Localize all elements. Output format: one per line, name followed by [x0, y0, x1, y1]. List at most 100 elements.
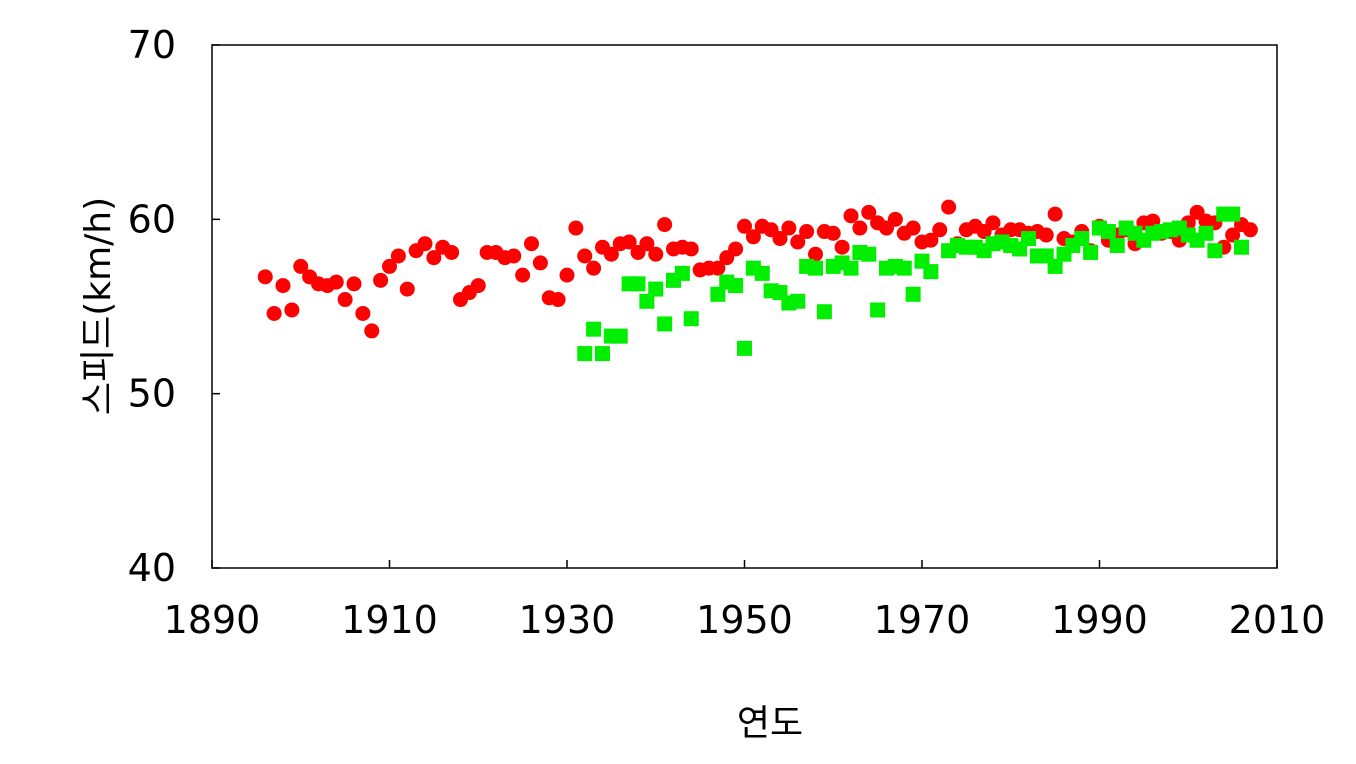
data-point-red	[1225, 227, 1241, 243]
data-point-green	[728, 278, 744, 294]
data-point-green	[1074, 231, 1090, 247]
data-point-red	[825, 225, 841, 241]
data-point-red	[799, 224, 815, 240]
data-point-green	[1207, 243, 1223, 259]
data-point-red	[275, 278, 291, 294]
data-point-red	[382, 258, 397, 274]
data-point-red	[621, 234, 637, 250]
x-axis-ticks: 1890 1910 1930 1950 1970 1990 2010	[164, 560, 1326, 642]
data-point-red	[355, 305, 371, 321]
data-point-red	[603, 246, 619, 262]
data-point-red	[781, 220, 797, 236]
data-point-red	[399, 281, 415, 297]
data-point-red	[364, 323, 380, 339]
data-point-red	[648, 246, 664, 262]
data-point-red	[985, 215, 1001, 231]
data-point-green	[843, 260, 859, 276]
data-point-red	[887, 211, 903, 227]
data-point-red	[337, 292, 353, 308]
data-point-green	[816, 304, 832, 320]
series-green-squares	[577, 206, 1249, 362]
data-point-green	[612, 328, 628, 344]
data-point-red	[683, 241, 699, 257]
data-point-green	[808, 260, 823, 276]
data-point-red	[284, 302, 300, 318]
data-point-red	[905, 220, 921, 236]
data-point-green	[657, 316, 673, 332]
data-point-red	[639, 236, 655, 252]
x-tick-label: 2010	[1229, 598, 1326, 642]
y-tick-label: 40	[128, 546, 176, 590]
data-point-red	[524, 236, 539, 252]
data-point-red	[390, 248, 406, 264]
data-point-red	[843, 208, 859, 224]
data-point-red	[923, 232, 939, 248]
data-point-green	[1198, 225, 1214, 241]
data-point-green	[683, 311, 699, 327]
data-point-red	[257, 269, 273, 285]
y-tick-label: 50	[128, 372, 176, 416]
data-point-red	[737, 218, 752, 234]
data-point-green	[896, 260, 912, 276]
data-point-green	[905, 286, 921, 302]
data-point-red	[586, 260, 602, 276]
data-point-green	[710, 286, 726, 302]
data-point-red	[657, 217, 673, 233]
data-point-red	[444, 244, 460, 260]
x-tick-label: 1990	[1051, 598, 1148, 642]
y-tick-label: 70	[128, 23, 176, 67]
x-tick-label: 1970	[874, 598, 971, 642]
data-point-red	[808, 246, 823, 262]
data-point-red	[346, 276, 362, 292]
data-point-green	[790, 293, 806, 309]
data-point-red	[1038, 227, 1054, 243]
data-point-green	[1225, 206, 1241, 222]
data-point-red	[266, 305, 282, 321]
data-point-green	[1021, 231, 1036, 247]
data-point-red	[790, 234, 806, 250]
data-point-red	[559, 267, 575, 283]
plot-area-frame	[211, 44, 1278, 569]
data-point-red	[426, 250, 442, 266]
data-point-red	[1047, 206, 1063, 222]
data-point-green	[737, 340, 752, 356]
data-point-red	[834, 239, 850, 255]
x-tick-label: 1950	[696, 598, 793, 642]
data-point-green	[630, 276, 646, 292]
data-point-green	[1083, 244, 1099, 260]
data-point-red	[745, 229, 761, 245]
x-tick-label: 1930	[519, 598, 616, 642]
data-point-red	[515, 267, 531, 283]
data-point-red	[852, 220, 868, 236]
data-point-green	[870, 302, 886, 318]
data-point-red	[373, 272, 389, 288]
data-point-red	[293, 258, 309, 274]
data-point-green	[1047, 258, 1063, 274]
data-point-red	[1242, 222, 1258, 238]
data-point-green	[754, 265, 770, 281]
y-axis-title: 스피드(km/h)	[78, 197, 119, 415]
data-point-green	[1109, 237, 1125, 253]
data-point-red	[941, 199, 957, 215]
data-point-red	[506, 248, 522, 264]
data-point-red	[577, 248, 593, 264]
data-point-red	[550, 292, 566, 308]
x-tick-label: 1890	[164, 598, 261, 642]
data-point-red	[568, 220, 584, 236]
data-point-green	[1100, 224, 1116, 240]
data-point-green	[1234, 239, 1249, 255]
data-point-red	[728, 241, 744, 257]
y-tick-label: 60	[128, 197, 176, 241]
data-point-red	[861, 204, 877, 220]
data-point-green	[586, 321, 602, 337]
data-point-green	[577, 346, 593, 362]
x-tick-label: 1910	[341, 598, 438, 642]
data-point-red	[932, 222, 948, 238]
data-point-green	[595, 346, 610, 362]
data-point-green	[639, 293, 655, 309]
data-point-green	[674, 265, 690, 281]
series-red-circles	[257, 199, 1258, 339]
y-axis-ticks: 40 50 60 70	[128, 23, 220, 590]
data-point-red	[417, 236, 433, 252]
